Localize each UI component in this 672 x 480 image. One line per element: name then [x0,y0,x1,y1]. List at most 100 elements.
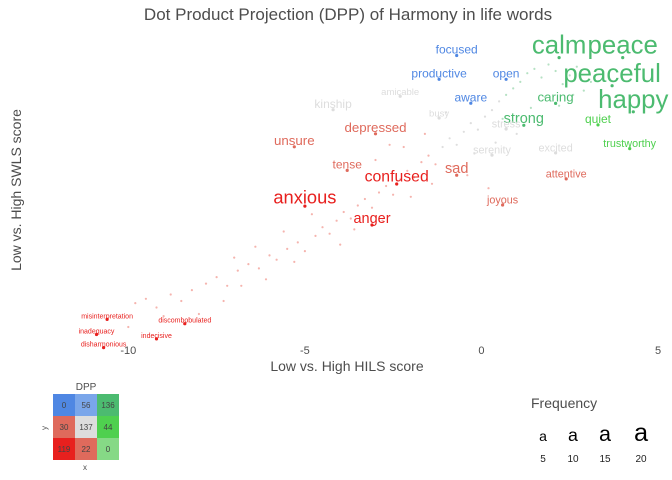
background-point [526,72,529,75]
labeled-point-dot [504,127,508,131]
labeled-point-dot [610,84,614,88]
labeled-point-dot [292,145,296,149]
background-point [430,182,434,185]
point-label: caring [537,89,573,104]
background-point [385,184,388,188]
background-point [476,128,479,131]
labeled-point-dot [455,173,459,177]
labeled-point-dot [105,317,109,321]
background-point [247,263,250,266]
background-point [257,267,260,270]
dpp-legend-cell-value: 44 [104,423,113,432]
dpp-legend-cell-value: 22 [82,445,91,454]
background-point [427,154,430,157]
background-point [462,130,465,133]
background-point [342,210,345,214]
point-label: attentive [546,168,587,180]
dpp-legend: DPP 0 56 136 30 137 44 119 22 0 x y [40,382,119,472]
labeled-point-dot [631,110,635,114]
background-point [363,197,366,201]
background-point [180,299,183,303]
point-label: tense [333,158,363,172]
labeled-point-dot [628,147,632,151]
background-point [335,219,338,222]
background-point [282,230,285,233]
point-label: depressed [344,120,406,135]
point-label: joyous [486,194,519,206]
background-point [498,100,501,103]
background-point [490,109,494,112]
labeled-point-dot [564,177,568,181]
labeled-point-dot [554,151,558,155]
background-point [505,93,508,96]
background-point [226,284,229,287]
labeled-point-dot [303,204,307,208]
dpp-legend-cell-value: 136 [101,401,115,410]
point-label: quiet [585,112,612,126]
dpp-legend-cell-value: 56 [82,401,91,410]
background-point [441,145,444,149]
labeled-point-dot [437,77,441,81]
background-point [455,143,458,146]
dpp-legend-cell [75,438,97,460]
background-point [536,124,540,127]
background-point [406,169,409,172]
background-point [589,80,593,83]
background-point [339,243,342,246]
labeled-point-dot [94,332,99,337]
labeled-point-dot [395,182,399,186]
dpp-legend-cell [53,394,75,416]
frequency-legend-level: 15 [599,454,611,465]
background-point [420,161,423,164]
background-point [582,89,585,92]
frequency-legend-glyph: a [634,419,649,447]
background-point [399,178,402,181]
frequency-legend-glyph: a [568,425,578,445]
frequency-legend-level: 10 [567,454,579,465]
background-point [483,115,487,118]
frequency-legend-title: Frequency [531,395,597,411]
background-point [370,206,374,209]
x-tick-label: 5 [655,345,661,357]
point-label: anger [353,211,390,227]
point-label: open [493,67,520,81]
background-point [222,299,225,303]
labeled-point-dot [621,56,625,60]
dpp-legend-cell-value: 30 [60,423,69,432]
background-point [409,195,412,198]
dpp-legend-cell [97,394,119,416]
dpp-legend-cell-value: 0 [62,401,67,410]
background-point [561,83,564,86]
point-label: unsure [274,133,315,148]
background-point [515,132,518,135]
x-axis-ticks: -10 -5 0 5 [120,345,661,357]
dpp-legend-cell [97,438,119,460]
background-point [501,117,504,120]
background-point [466,174,469,177]
background-point [328,232,331,235]
labeled-point-dot [522,123,526,127]
point-label: aware [454,90,487,104]
x-axis-label: Low vs. High HILS score [270,358,423,374]
point-label: happy [598,86,668,114]
background-point [169,293,172,296]
background-point [155,306,158,309]
labeled-point-dot [437,116,441,120]
background-point [377,191,381,194]
background-point [349,217,352,220]
background-point [275,258,278,261]
background-point [512,87,515,90]
frequency-legend-glyph: a [539,428,547,444]
background-point [310,213,313,216]
background-point [268,254,271,257]
dpp-legend-cell-value: 119 [58,445,71,454]
labeled-point-dot [183,322,187,326]
labeled-point-dot [345,168,349,172]
background-point [388,143,391,146]
dpp-legend-cell [97,416,119,438]
background-point [240,284,243,287]
background-point [402,145,405,149]
x-tick-label: -5 [300,345,310,357]
